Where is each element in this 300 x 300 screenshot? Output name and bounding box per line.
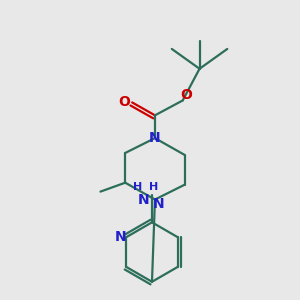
Text: N: N — [153, 196, 165, 211]
Text: O: O — [181, 88, 193, 101]
Text: O: O — [118, 95, 130, 110]
Text: N: N — [138, 193, 150, 206]
Text: N: N — [149, 131, 161, 145]
Text: H: H — [149, 182, 159, 192]
Text: N: N — [115, 230, 126, 244]
Text: H: H — [134, 182, 143, 192]
